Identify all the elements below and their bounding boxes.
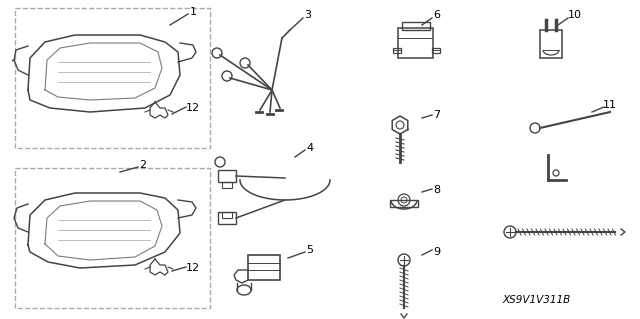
- Text: 6: 6: [433, 10, 440, 20]
- Text: 5: 5: [307, 245, 314, 255]
- Bar: [393, 48, 401, 53]
- Bar: [402, 22, 430, 30]
- Bar: [222, 182, 232, 188]
- Bar: [218, 212, 236, 224]
- Text: 1: 1: [189, 7, 196, 17]
- Bar: [248, 255, 280, 280]
- Text: 12: 12: [186, 263, 200, 273]
- Text: 4: 4: [307, 143, 314, 153]
- Text: 3: 3: [305, 10, 312, 20]
- Text: 12: 12: [186, 103, 200, 113]
- Text: 7: 7: [433, 110, 440, 120]
- Bar: [398, 28, 433, 58]
- Bar: [15, 168, 210, 308]
- Bar: [540, 30, 562, 58]
- Text: 11: 11: [603, 100, 617, 110]
- Bar: [432, 48, 440, 53]
- Text: 10: 10: [568, 10, 582, 20]
- Text: 2: 2: [140, 160, 147, 170]
- Text: XS9V1V311B: XS9V1V311B: [502, 295, 570, 305]
- Bar: [222, 212, 232, 218]
- Text: 8: 8: [433, 185, 440, 195]
- Bar: [15, 8, 210, 148]
- Bar: [390, 200, 418, 207]
- Text: 9: 9: [433, 247, 440, 257]
- Bar: [218, 170, 236, 182]
